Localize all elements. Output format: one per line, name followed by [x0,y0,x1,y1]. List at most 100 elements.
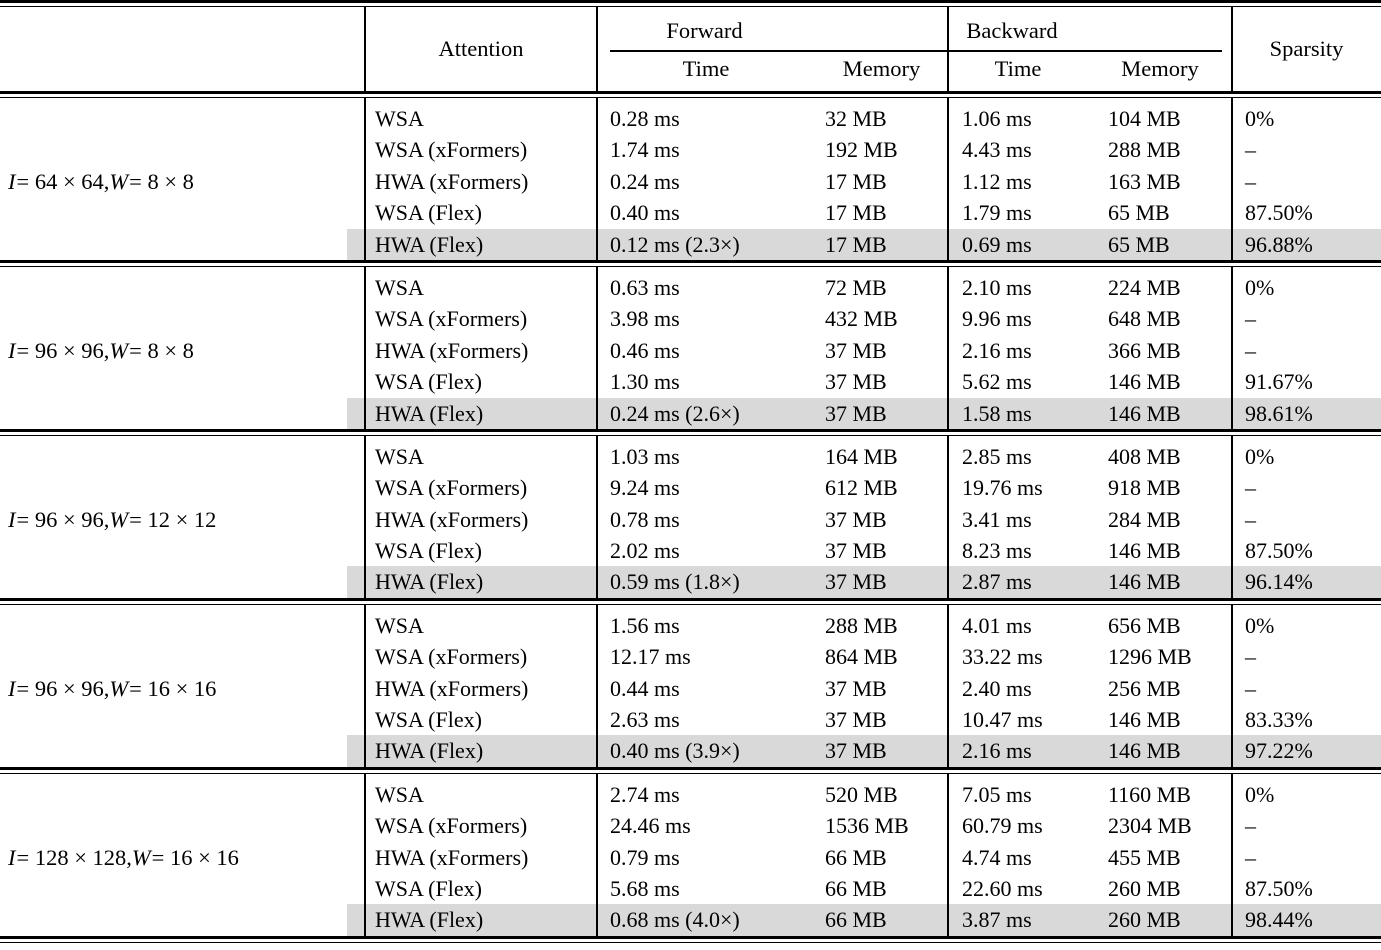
table-group: I = 96 × 96, W = 8 × 8 WSA 0.63 ms 72 MB 2.1… [0,266,1381,429]
column-divider [364,98,366,260]
cell-attention: HWA (Flex) [365,735,597,767]
cell-backward-time: 2.87 ms [948,566,1088,598]
cell-attention: HWA (xFormers) [375,844,529,870]
cell-attention: WSA (xFormers) [375,644,528,670]
backward-memory-header: Memory [1121,56,1199,81]
header-bottom-rule [0,91,1381,98]
cell-backward-memory: 146 MB [1108,707,1181,733]
cell-forward-time: 0.78 ms [610,506,680,532]
cell-backward-time: 4.74 ms [962,844,1032,870]
cell-forward-time: 12.17 ms [610,644,691,670]
cell-backward-time: 2.10 ms [962,274,1032,300]
cell-attention: WSA (xFormers) [375,306,528,332]
cell-backward-memory: 260 MB [1108,875,1181,901]
cell-sparsity: 96.88% [1232,228,1381,260]
group-label: I = 96 × 96, W = 16 × 16 [0,610,365,767]
group-separator [0,428,1381,436]
math-variable: W [109,506,129,532]
cell-forward-memory: 612 MB [825,475,898,501]
math-variable: I [8,168,16,194]
cell-forward-memory: 37 MB [815,397,948,429]
column-divider [947,98,949,260]
cell-backward-time: 9.96 ms [962,306,1032,332]
cell-backward-time: 3.41 ms [962,506,1032,532]
table-group: I = 64 × 64, W = 8 × 8 WSA 0.28 ms 32 MB 1.0… [0,98,1381,260]
cell-backward-memory: 146 MB [1088,735,1232,767]
cell-forward-time: 0.59 ms (1.8×) [597,566,815,598]
cell-backward-time: 1.12 ms [962,168,1032,194]
column-divider [364,773,366,936]
cell-forward-memory: 192 MB [825,137,898,163]
forward-time-header: Time [682,56,730,81]
math-variable: I [8,675,16,701]
cell-backward-memory: 1160 MB [1108,781,1191,807]
cell-forward-time: 24.46 ms [610,813,691,839]
column-divider [947,7,949,91]
cell-sparsity: – [1245,506,1256,532]
cell-sparsity: 98.61% [1232,397,1381,429]
math-text: = 8 × 8 [129,168,194,194]
cell-forward-time: 5.68 ms [610,875,680,901]
cell-forward-memory: 66 MB [825,875,887,901]
cell-forward-time: 2.02 ms [610,538,680,564]
cell-sparsity: – [1245,137,1256,163]
group-label: I = 128 × 128, W = 16 × 16 [0,779,365,936]
cell-attention: WSA (xFormers) [375,137,528,163]
cell-forward-time: 1.56 ms [610,612,680,638]
math-text: = 96 × 96, [16,506,110,532]
math-variable: I [8,844,16,870]
cell-sparsity: – [1245,168,1256,194]
column-divider [947,266,949,429]
cell-sparsity: 96.14% [1232,566,1381,598]
cell-sparsity: 97.22% [1232,735,1381,767]
cell-attention: WSA [375,106,424,131]
cell-backward-memory: 146 MB [1088,566,1232,598]
cell-backward-memory: 146 MB [1108,369,1181,395]
group-separator [0,766,1381,774]
column-divider [364,435,366,598]
forward-header: Forward [666,18,743,43]
cell-forward-memory: 37 MB [825,369,887,395]
cell-forward-memory: 37 MB [825,675,887,701]
cell-attention: HWA (xFormers) [375,168,529,194]
cell-forward-time: 9.24 ms [610,475,680,501]
table-body: I = 64 × 64, W = 8 × 8 WSA 0.28 ms 32 MB 1.0… [0,98,1381,943]
cell-attention: HWA (xFormers) [375,506,529,532]
cell-attention: WSA (Flex) [375,200,482,226]
column-divider [596,98,598,260]
cell-backward-memory: 455 MB [1108,844,1181,870]
cell-forward-memory: 66 MB [815,904,948,936]
cell-forward-time: 1.74 ms [610,137,680,163]
cell-backward-time: 1.58 ms [948,397,1088,429]
cell-backward-memory: 224 MB [1108,274,1181,300]
math-text: = 8 × 8 [129,337,194,363]
top-rule [0,0,1381,7]
cell-backward-memory: 146 MB [1108,538,1181,564]
math-variable: W [131,844,151,870]
cell-backward-memory: 65 MB [1088,228,1232,260]
column-divider [364,604,366,767]
cell-sparsity: – [1245,337,1256,363]
cell-sparsity: 83.33% [1245,707,1313,733]
cell-backward-time: 2.85 ms [962,443,1032,469]
cell-attention: WSA (Flex) [375,538,482,564]
cell-backward-time: 3.87 ms [948,904,1088,936]
math-text: = 16 × 16 [129,675,217,701]
column-divider [596,604,598,767]
cell-sparsity: 0% [1245,781,1275,807]
math-text: = 64 × 64, [16,168,110,194]
math-variable: W [109,675,129,701]
cell-forward-memory: 66 MB [825,844,887,870]
attention-header: Attention [438,36,524,61]
cell-forward-time: 2.74 ms [610,781,680,807]
cell-forward-memory: 864 MB [825,644,898,670]
cell-sparsity: – [1245,475,1256,501]
cell-attention: WSA [375,612,424,638]
cell-backward-time: 4.43 ms [962,137,1032,163]
backward-time-header: Time [994,56,1042,81]
group-separator [0,259,1381,267]
cell-sparsity: 91.67% [1245,369,1313,395]
cell-forward-time: 0.79 ms [610,844,680,870]
cell-forward-time: 0.40 ms [610,200,680,226]
cell-backward-time: 1.79 ms [962,200,1032,226]
